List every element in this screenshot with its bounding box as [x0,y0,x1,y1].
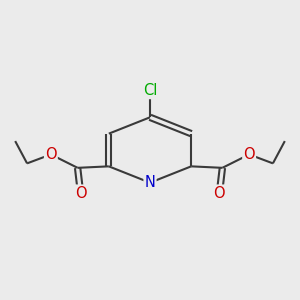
Text: O: O [75,186,86,201]
Text: Cl: Cl [143,83,157,98]
Text: O: O [214,186,225,201]
Text: N: N [145,175,155,190]
Text: O: O [45,147,57,162]
Text: O: O [243,147,255,162]
